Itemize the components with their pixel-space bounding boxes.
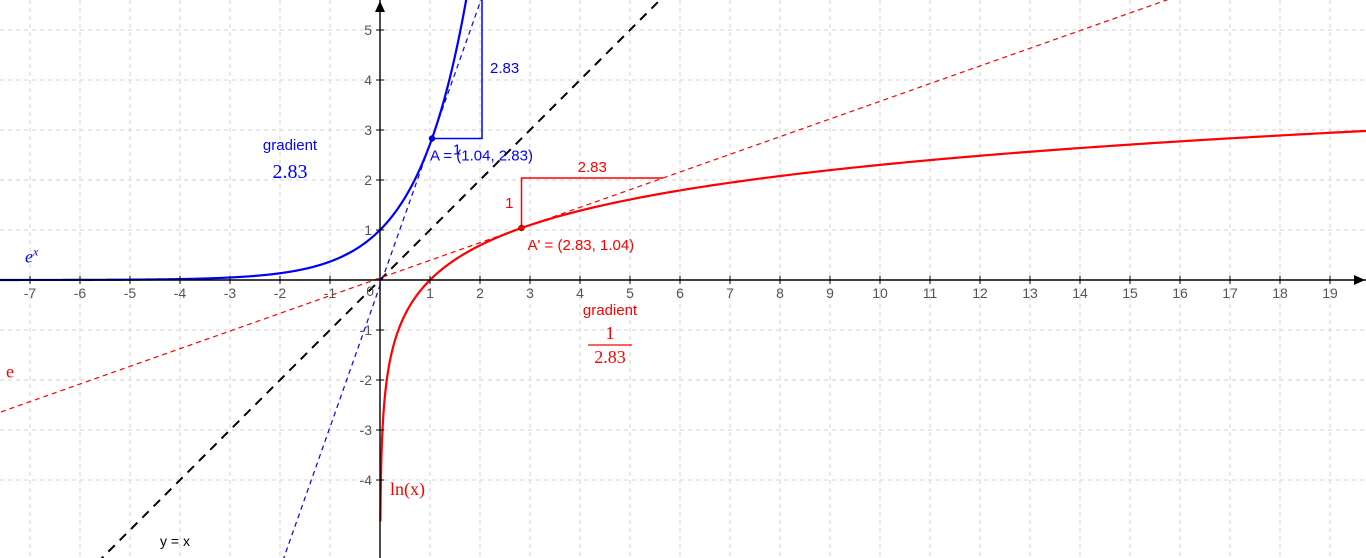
x-tick-label: -7 (24, 285, 37, 301)
x-tick-label: 14 (1072, 285, 1088, 301)
x-tick-label: 11 (923, 285, 938, 301)
y-tick-label: -3 (360, 422, 373, 438)
ln-curve-label: ln(x) (390, 479, 425, 500)
x-tick-label: -2 (274, 285, 287, 301)
triangle-ln-horizontal-label: 2.83 (578, 159, 607, 176)
y-tick-label: 3 (364, 122, 372, 138)
x-tick-label: 4 (576, 285, 584, 301)
gradient-word-ln: gradient (583, 302, 638, 319)
x-tick-label: 5 (626, 285, 634, 301)
x-tick-label: 16 (1172, 285, 1188, 301)
gradient-value-exp: 2.83 (273, 161, 308, 183)
y-tick-label: -2 (360, 372, 373, 388)
x-tick-label: 6 (676, 285, 684, 301)
x-tick-label: 18 (1272, 285, 1288, 301)
x-tick-label: -1 (324, 285, 337, 301)
x-tick-label: 15 (1122, 285, 1138, 301)
x-tick-label: 19 (1322, 285, 1338, 301)
x-tick-label: 2 (476, 285, 484, 301)
x-tick-label: 3 (526, 285, 534, 301)
gradient-fraction-numerator: 1 (606, 323, 615, 343)
y-tick-label: -4 (360, 472, 373, 488)
y-tick-label: 4 (364, 72, 372, 88)
point-a-prime-label: A' = (2.83, 1.04) (528, 237, 635, 254)
y-tick-label: 2 (364, 172, 372, 188)
x-tick-label: -5 (124, 285, 137, 301)
x-tick-label: -3 (224, 285, 237, 301)
triangle-exp-vertical-label: 2.83 (490, 60, 519, 77)
x-tick-label: 9 (826, 285, 834, 301)
point-a[interactable] (429, 136, 435, 142)
point-a-label: A = (1.04, 2.83) (430, 148, 533, 165)
point-a-prime[interactable] (519, 225, 525, 231)
y-tick-label: 5 (364, 22, 372, 38)
x-tick-label: 17 (1222, 285, 1238, 301)
x-tick-label: 1 (426, 285, 434, 301)
x-tick-label: -6 (74, 285, 87, 301)
identity-line-label: y = x (160, 533, 190, 549)
y-tick-label: 1 (364, 222, 372, 238)
function-plot: -7-6-5-4-3-2-112345678910111213141516171… (0, 0, 1366, 558)
x-tick-label: 13 (1022, 285, 1038, 301)
x-tick-label: 8 (776, 285, 784, 301)
e-label: e (6, 362, 14, 382)
triangle-ln-vertical-label: 1 (505, 195, 513, 212)
x-tick-label: 12 (972, 285, 988, 301)
gradient-word-exp: gradient (263, 137, 318, 154)
gradient-fraction-denominator: 2.83 (594, 347, 626, 367)
origin-label: 0 (366, 283, 374, 299)
y-tick-label: -1 (360, 322, 373, 338)
x-tick-label: -4 (174, 285, 187, 301)
x-tick-label: 7 (726, 285, 734, 301)
x-tick-label: 10 (872, 285, 888, 301)
